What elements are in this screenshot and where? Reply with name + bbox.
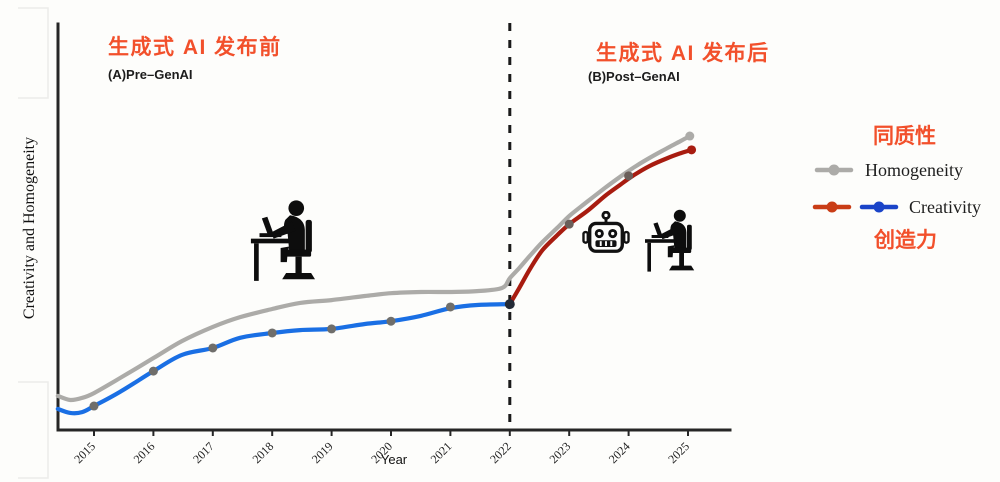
legend-creativity-zh: 创造力 — [874, 229, 937, 252]
person-working-at-laptop-icon — [250, 200, 316, 281]
data-point-dot — [208, 343, 218, 353]
frame-bracket-bottom — [18, 381, 49, 479]
data-point-dot — [148, 366, 158, 376]
data-point-dot — [504, 299, 515, 310]
post-genai-subtitle: (B)Post–GenAI — [588, 69, 680, 84]
y-axis-label: Creativity and Homogeneity — [21, 136, 38, 320]
data-point-dot — [624, 171, 634, 181]
legend-homogeneity-label: Homogeneity — [865, 160, 963, 180]
data-point-dot — [386, 316, 396, 326]
creativity-post-line — [507, 147, 694, 307]
homogeneity-line — [55, 134, 692, 403]
legend-homogeneity-zh: 同质性 — [873, 125, 936, 148]
data-points — [89, 131, 697, 411]
x-tick-label: 2024 — [606, 439, 633, 466]
x-tick-label: 2019 — [309, 439, 336, 466]
creativity-pre-line — [55, 302, 512, 416]
legend-creativity-red-marker — [812, 201, 852, 213]
axes — [56, 22, 732, 432]
data-point-dot — [267, 328, 277, 338]
line-end-cap — [685, 131, 695, 141]
x-axis-label: Year — [380, 452, 408, 467]
data-point-dot — [327, 324, 337, 334]
x-tick-label: 2015 — [71, 439, 98, 466]
legend-creativity-label: Creativity — [909, 197, 981, 217]
frame-bracket-top — [18, 7, 49, 99]
legend-creativity-blue-marker — [859, 201, 899, 213]
x-tick-label: 2018 — [249, 439, 276, 466]
x-tick-label: 2025 — [665, 439, 692, 466]
line-end-cap — [687, 145, 697, 155]
x-tick-label: 2022 — [487, 439, 514, 466]
robot-icon — [582, 211, 630, 253]
x-tick-label: 2016 — [131, 439, 158, 466]
post-genai-title-zh: 生成式 AI 发布后 — [596, 42, 770, 65]
x-tick-label: 2017 — [190, 439, 217, 466]
x-tick-label: 2023 — [546, 439, 573, 466]
person-working-at-laptop-icon — [645, 209, 695, 272]
data-point-dot — [445, 302, 455, 312]
pre-genai-title-zh: 生成式 AI 发布前 — [108, 36, 282, 59]
data-point-dot — [89, 401, 99, 411]
legend-homogeneity-marker — [814, 164, 854, 176]
pre-genai-subtitle: (A)Pre–GenAI — [108, 67, 193, 82]
data-point-dot — [564, 219, 574, 229]
